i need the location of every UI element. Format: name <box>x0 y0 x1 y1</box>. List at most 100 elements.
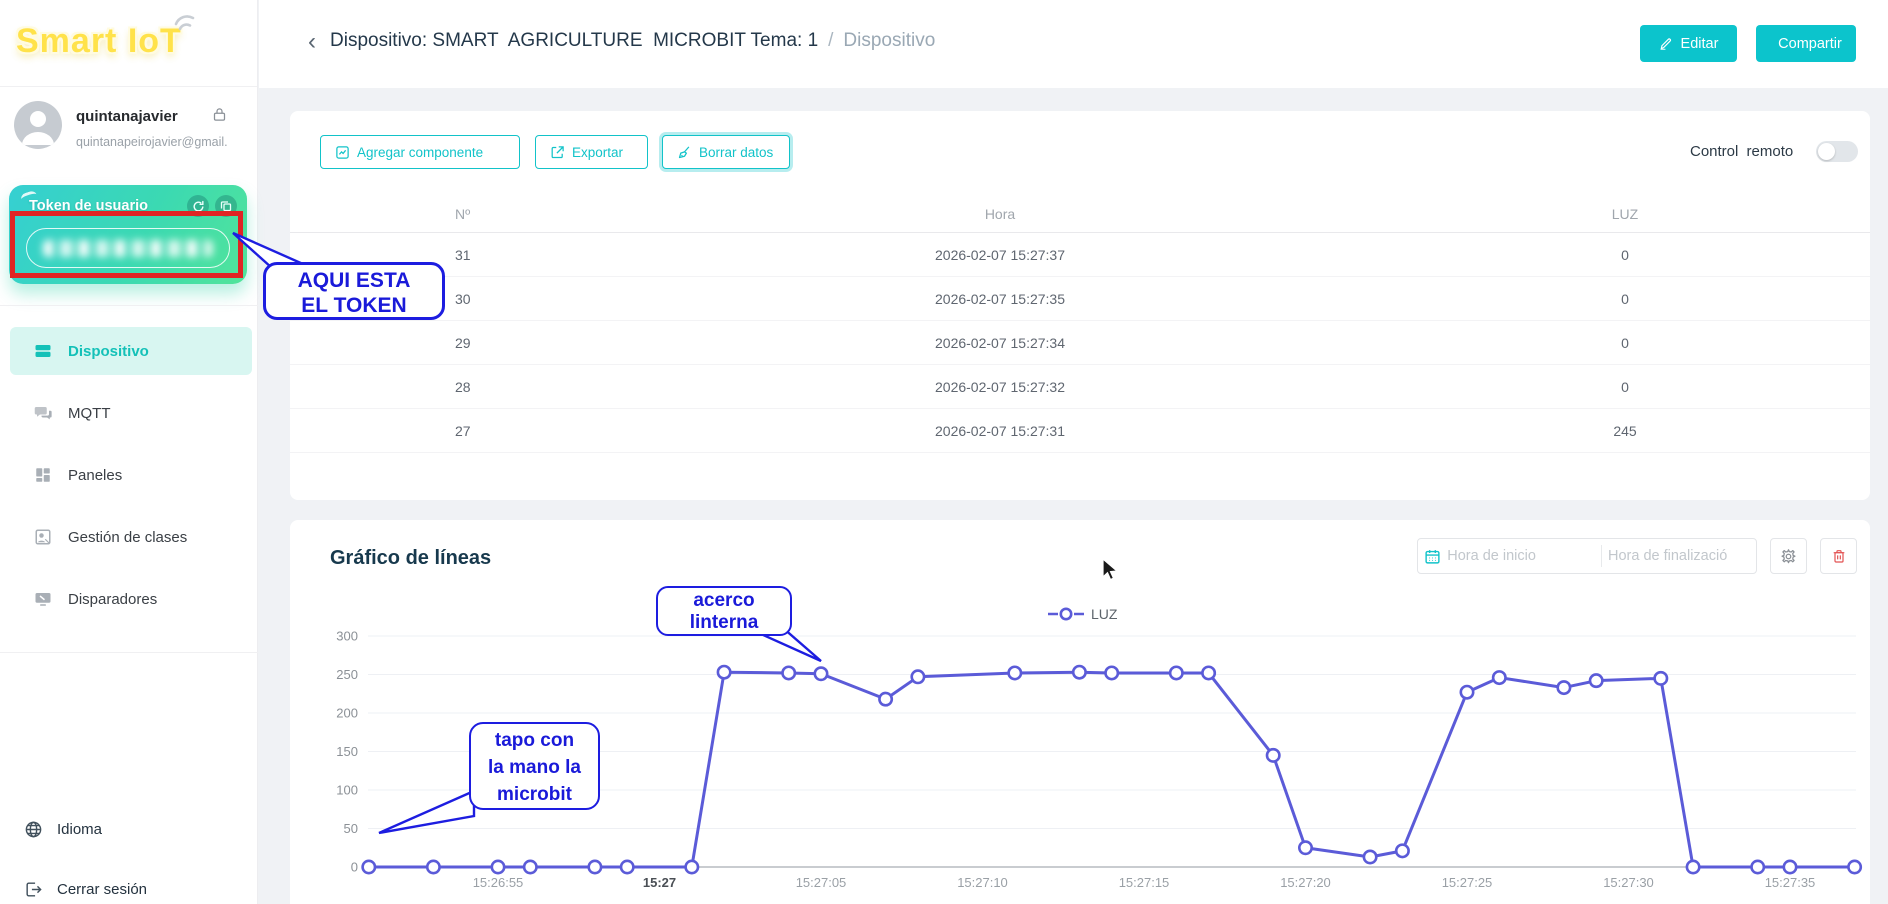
sidebar-item-paneles[interactable]: Paneles <box>10 451 252 499</box>
export-button[interactable]: Exportar <box>535 135 648 169</box>
gear-icon <box>1781 548 1796 563</box>
legend-marker <box>1048 607 1084 621</box>
end-time-input[interactable] <box>1608 548 1756 564</box>
y-axis-tick-label: 300 <box>336 629 358 644</box>
remote-control-toggle[interactable] <box>1816 141 1858 162</box>
x-axis-tick-label: 15:27:35 <box>1765 875 1816 890</box>
x-axis-tick-label: 15:27 <box>643 875 676 890</box>
dashboard-grid-icon <box>34 466 52 484</box>
y-axis-tick-label: 250 <box>336 667 358 682</box>
x-axis-tick-label: 15:27:10 <box>957 875 1008 890</box>
token-card: Token de usuario <box>9 185 247 284</box>
data-point[interactable] <box>878 691 894 707</box>
chart-delete-button[interactable] <box>1820 538 1857 574</box>
data-point[interactable] <box>1362 849 1378 865</box>
wifi-arcs-icon <box>174 15 195 31</box>
data-point[interactable] <box>1071 664 1087 680</box>
data-point[interactable] <box>910 669 926 685</box>
range-separator <box>1601 545 1602 567</box>
sidebar-item-label: Gestión de clases <box>68 528 188 546</box>
sidebar-item-gestion-clases[interactable]: Gestión de clases <box>10 513 252 561</box>
data-point[interactable] <box>1297 840 1313 856</box>
x-axis-tick-label: 15:26:55 <box>473 875 524 890</box>
data-point[interactable] <box>1265 747 1281 763</box>
y-axis-tick-label: 0 <box>351 860 358 875</box>
data-point[interactable] <box>716 664 732 680</box>
data-point[interactable] <box>425 859 441 875</box>
sidebar-item-label: Cerrar sesión <box>57 881 148 898</box>
data-point[interactable] <box>587 859 603 875</box>
x-axis-tick-label: 15:27:20 <box>1280 875 1331 890</box>
edit-button[interactable]: Editar <box>1640 25 1737 62</box>
sidebar-item-disparadores[interactable]: Disparadores <box>10 575 252 623</box>
data-point[interactable] <box>1459 684 1475 700</box>
share-button[interactable]: Compartir <box>1756 25 1856 62</box>
breadcrumb: ‹ Dispositivo: SMART AGRICULTURE MICROBI… <box>308 27 935 55</box>
sidebar-item-label: Idioma <box>57 821 103 838</box>
data-point[interactable] <box>361 859 377 875</box>
back-chevron-icon[interactable]: ‹ <box>308 27 316 55</box>
data-point[interactable] <box>1750 859 1766 875</box>
token-value-field[interactable] <box>26 228 230 268</box>
table-row: 28 2026-02-07 15:27:32 0 <box>290 365 1870 409</box>
y-axis-tick-label: 100 <box>336 783 358 798</box>
line-chart[interactable]: 0 50 100 150 200 250 300 15:26:55 15:27 15:27:05 1… <box>290 600 1870 904</box>
table-header-row: Nº Hora LUZ <box>290 195 1870 233</box>
chat-bubbles-icon <box>34 404 52 422</box>
column-header-luz: LUZ <box>1611 205 1639 222</box>
data-point[interactable] <box>1847 859 1863 875</box>
chart-component-icon <box>336 145 349 159</box>
table-row: 31 2026-02-07 15:27:37 0 <box>290 233 1870 277</box>
breadcrumb-separator: / <box>828 30 834 51</box>
sidebar-item-label: MQTT <box>68 404 111 422</box>
lock-icon[interactable] <box>212 107 227 127</box>
add-component-button[interactable]: Agregar componente <box>320 135 520 169</box>
start-time-input[interactable] <box>1447 548 1596 564</box>
data-point[interactable] <box>619 859 635 875</box>
table-body: 31 2026-02-07 15:27:37 0 30 2026-02-07 15:2… <box>290 233 1870 453</box>
sidebar-item-idioma[interactable]: Idioma <box>24 820 102 839</box>
table-row: 30 2026-02-07 15:27:35 0 <box>290 277 1870 321</box>
globe-icon <box>24 820 43 839</box>
data-point[interactable] <box>684 859 700 875</box>
data-table: Nº Hora LUZ 31 2026-02-07 15:27:37 0 30 202… <box>290 195 1870 453</box>
sidebar-item-cerrar-sesion[interactable]: Cerrar sesión <box>24 880 147 899</box>
data-point[interactable] <box>1782 859 1798 875</box>
export-icon <box>551 145 564 158</box>
data-point[interactable] <box>781 665 797 681</box>
app-logo: Smart IoT <box>16 22 182 60</box>
data-point[interactable] <box>813 666 829 682</box>
sidebar: Smart IoT quintanajavier quintanapeiroja… <box>0 0 258 904</box>
top-bar: ‹ Dispositivo: SMART AGRICULTURE MICROBI… <box>259 0 1888 88</box>
sidebar-item-dispositivo[interactable]: Dispositivo <box>10 327 252 375</box>
data-point[interactable] <box>1556 680 1572 696</box>
data-point[interactable] <box>1588 673 1604 689</box>
logout-icon <box>24 880 43 899</box>
token-highlight-rectangle <box>10 211 243 278</box>
line-chart-card: Gráfico de líneas LUZ 0 50 100 150 200 250 300… <box>290 520 1870 904</box>
chart-legend[interactable]: LUZ <box>1048 606 1117 622</box>
data-point[interactable] <box>1394 843 1410 859</box>
data-point[interactable] <box>1168 665 1184 681</box>
data-point[interactable] <box>1685 859 1701 875</box>
sidebar-item-label: Paneles <box>68 466 123 484</box>
column-header-hora: Hora <box>984 205 1016 222</box>
chart-settings-button[interactable] <box>1770 538 1807 574</box>
token-card-title: Token de usuario <box>29 198 148 214</box>
monitor-icon <box>34 590 52 608</box>
data-point[interactable] <box>1007 665 1023 681</box>
data-point[interactable] <box>522 859 538 875</box>
broom-icon <box>678 145 690 158</box>
data-point[interactable] <box>1653 670 1669 686</box>
y-axis-tick-label: 200 <box>336 706 358 721</box>
data-point[interactable] <box>1491 670 1507 686</box>
data-point[interactable] <box>490 859 506 875</box>
pencil-icon <box>1660 37 1671 50</box>
data-point[interactable] <box>1201 665 1217 681</box>
x-axis-tick-label: 15:27:30 <box>1603 875 1654 890</box>
y-axis-tick-label: 150 <box>336 744 358 759</box>
sidebar-item-mqtt[interactable]: MQTT <box>10 389 252 437</box>
clear-data-button[interactable]: Borrar datos <box>662 135 790 169</box>
data-point[interactable] <box>1104 665 1120 681</box>
